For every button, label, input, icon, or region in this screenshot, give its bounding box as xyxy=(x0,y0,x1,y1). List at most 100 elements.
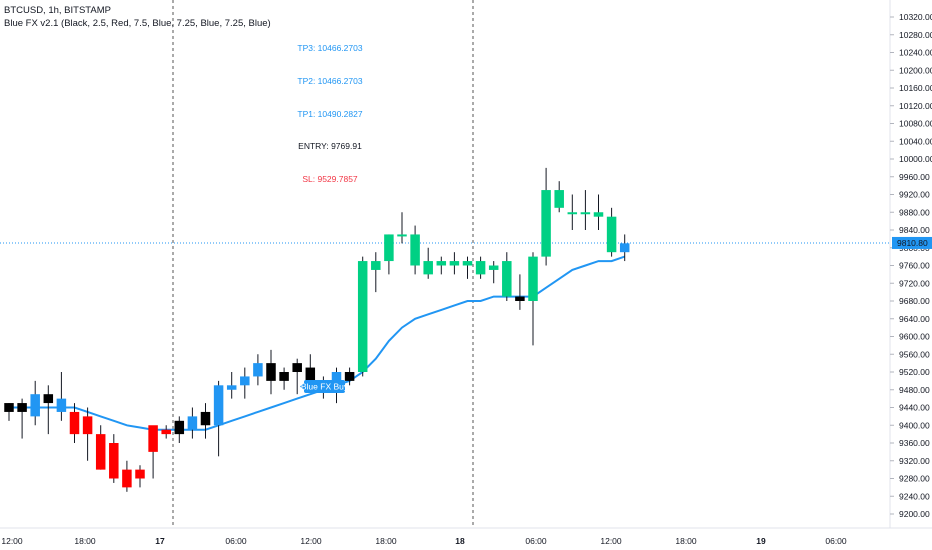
price-tick-label: 9440.00 xyxy=(899,403,930,413)
price-tick-label: 10200.00 xyxy=(899,65,932,75)
candle-body[interactable] xyxy=(292,363,302,372)
candle-body[interactable] xyxy=(69,411,80,435)
candle-body[interactable] xyxy=(135,469,145,479)
candle-body[interactable] xyxy=(554,190,564,208)
candle-body[interactable] xyxy=(541,190,551,257)
price-tick-label: 10120.00 xyxy=(899,101,932,111)
symbol-title: BTCUSD, 1h, BITSTAMP xyxy=(4,5,111,16)
candle-body[interactable] xyxy=(266,363,276,381)
time-tick-label: 06:00 xyxy=(525,536,547,546)
candle-body[interactable] xyxy=(462,261,473,266)
price-tick-label: 9400.00 xyxy=(899,420,930,430)
time-tick-label: 12:00 xyxy=(600,536,622,546)
candle-body[interactable] xyxy=(279,372,289,381)
candle-body[interactable] xyxy=(528,256,538,301)
time-tick-label: 06:00 xyxy=(225,536,247,546)
candle-body[interactable] xyxy=(619,243,630,253)
time-tick-label: 18 xyxy=(455,536,465,546)
candle-body[interactable] xyxy=(122,469,132,488)
chart-header: BTCUSD, 1h, BITSTAMP Blue FX v2.1 (Black… xyxy=(4,4,271,30)
candle-body[interactable] xyxy=(580,212,591,215)
price-tick-label: 9920.00 xyxy=(899,190,930,200)
trade-level-label: TP2: 10466.2703 xyxy=(297,76,362,86)
time-tick-label: 18:00 xyxy=(675,536,697,546)
candle-body[interactable] xyxy=(161,429,171,435)
price-tick-label: 9240.00 xyxy=(899,491,930,501)
price-tick-label: 10040.00 xyxy=(899,136,932,146)
time-tick-label: 06:00 xyxy=(825,536,847,546)
time-tick-label: 18:00 xyxy=(74,536,96,546)
trade-level-label: TP3: 10466.2703 xyxy=(297,43,362,53)
last-price-value: 9810.80 xyxy=(897,238,928,248)
candle-body[interactable] xyxy=(30,394,40,417)
price-tick-label: 9720.00 xyxy=(899,278,930,288)
time-tick-label: 12:00 xyxy=(1,536,23,546)
price-tick-label: 10320.00 xyxy=(899,12,932,22)
price-tick-label: 9960.00 xyxy=(899,172,930,182)
candle-body[interactable] xyxy=(95,434,106,470)
price-tick-label: 9880.00 xyxy=(899,207,930,217)
candle-body[interactable] xyxy=(515,296,525,301)
candle-body[interactable] xyxy=(567,212,578,215)
trade-level-label: SL: 9529.7857 xyxy=(302,174,358,184)
price-tick-label: 9640.00 xyxy=(899,314,930,324)
candle-body[interactable] xyxy=(109,443,119,479)
candle-body[interactable] xyxy=(82,416,93,435)
candle-body[interactable] xyxy=(253,363,263,377)
candle-body[interactable] xyxy=(436,261,447,266)
time-tick-label: 18:00 xyxy=(375,536,397,546)
candle-body[interactable] xyxy=(4,403,14,412)
candle-body[interactable] xyxy=(606,216,617,253)
buy-signal-badge xyxy=(304,380,345,393)
trade-level-label: TP1: 10490.2827 xyxy=(297,109,362,119)
candle-body[interactable] xyxy=(357,261,368,372)
candle-body[interactable] xyxy=(187,416,198,430)
candle-body[interactable] xyxy=(384,234,394,262)
price-tick-label: 9520.00 xyxy=(899,367,930,377)
time-tick-label: 19 xyxy=(756,536,766,546)
price-tick-label: 9480.00 xyxy=(899,385,930,395)
price-tick-label: 9280.00 xyxy=(899,474,930,484)
price-tick-label: 10160.00 xyxy=(899,83,932,93)
candle-body[interactable] xyxy=(593,212,604,217)
candle-body[interactable] xyxy=(488,265,499,270)
candle-body[interactable] xyxy=(240,376,250,386)
candle-body[interactable] xyxy=(148,425,158,452)
candle-body[interactable] xyxy=(449,261,460,266)
candle-body[interactable] xyxy=(475,261,486,275)
price-tick-label: 9360.00 xyxy=(899,438,930,448)
candle-body[interactable] xyxy=(423,261,433,275)
indicator-legend: Blue FX v2.1 (Black, 2.5, Red, 7.5, Blue… xyxy=(4,18,271,29)
price-tick-label: 9840.00 xyxy=(899,225,930,235)
price-tick-label: 10280.00 xyxy=(899,30,932,40)
candle-body[interactable] xyxy=(17,403,27,412)
candle-body[interactable] xyxy=(200,411,211,426)
price-tick-label: 9760.00 xyxy=(899,261,930,271)
time-tick-label: 12:00 xyxy=(300,536,322,546)
buy-signal-label: Blue FX Buy xyxy=(301,382,349,392)
price-tick-label: 9680.00 xyxy=(899,296,930,306)
price-tick-label: 10080.00 xyxy=(899,119,932,129)
candle-body[interactable] xyxy=(344,372,355,381)
candle-body[interactable] xyxy=(371,261,381,270)
price-tick-label: 10240.00 xyxy=(899,48,932,58)
candle-body[interactable] xyxy=(410,234,420,266)
price-tick-label: 9560.00 xyxy=(899,349,930,359)
time-tick-label: 17 xyxy=(155,536,165,546)
price-tick-label: 10000.00 xyxy=(899,154,932,164)
candle-body[interactable] xyxy=(213,385,224,426)
candle-body[interactable] xyxy=(174,420,185,435)
candle-body[interactable] xyxy=(305,367,316,386)
candle-body[interactable] xyxy=(226,385,237,390)
last-price-badge xyxy=(892,236,932,249)
price-tick-label: 9200.00 xyxy=(899,509,930,519)
price-tick-label: 9600.00 xyxy=(899,332,930,342)
candle-body[interactable] xyxy=(43,394,54,404)
candle-body[interactable] xyxy=(56,398,67,412)
candle-body[interactable] xyxy=(397,234,407,237)
buy-signal-pointer xyxy=(300,383,304,390)
candle-body[interactable] xyxy=(502,261,512,297)
price-tick-label: 9320.00 xyxy=(899,456,930,466)
